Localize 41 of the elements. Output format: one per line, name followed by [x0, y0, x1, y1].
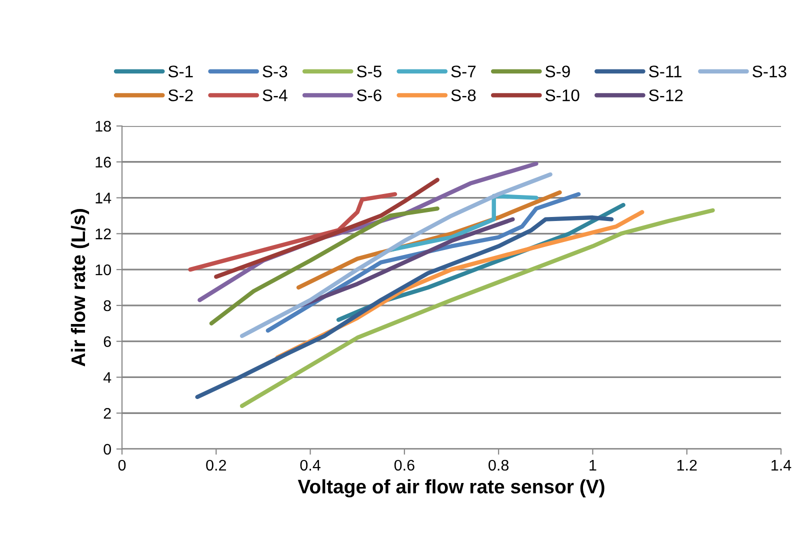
- legend-label: S-9: [545, 66, 570, 78]
- x-tick-label: 1.4: [772, 460, 792, 470]
- line-series: [240, 172, 552, 338]
- legend-label: S-12: [649, 89, 683, 102]
- x-axis-title: Voltage of air flow rate sensor (V): [298, 479, 604, 498]
- y-tick-label: 4: [103, 372, 112, 383]
- line-series: [209, 206, 440, 326]
- y-tick-label: 8: [104, 300, 111, 312]
- line-series: [188, 192, 398, 272]
- legend-label: S-7: [451, 66, 476, 78]
- legend-label: S-3: [262, 66, 288, 78]
- legend-label: S-5: [356, 66, 382, 78]
- x-tick-label: 1: [590, 460, 596, 470]
- y-tick-label: 12: [96, 228, 111, 240]
- x-tick-label: 0.4: [300, 460, 320, 471]
- legend-label: S-13: [752, 66, 786, 78]
- legend-label: S-8: [451, 89, 476, 102]
- x-tick-label: 1.2: [677, 460, 697, 470]
- y-tick-label: 14: [96, 192, 112, 204]
- legend-label: S-11: [649, 66, 682, 78]
- line-series: [388, 194, 538, 252]
- x-tick-label: 0: [118, 460, 126, 471]
- line-series: [214, 178, 440, 279]
- y-tick-label: 0: [104, 444, 111, 455]
- y-axis-title: Air flow rate (L/s): [70, 209, 90, 366]
- y-tick-label: 6: [104, 336, 111, 348]
- line-series: [240, 208, 715, 408]
- x-tick-label: 0.8: [488, 460, 509, 471]
- x-tick-label: 0.2: [206, 460, 226, 471]
- y-tick-label: 10: [96, 264, 111, 276]
- legend-label: S-2: [168, 89, 193, 102]
- line-series: [195, 215, 614, 400]
- legend-label: S-4: [262, 89, 288, 102]
- y-tick-label: 16: [96, 156, 111, 168]
- y-tick-label: 2: [104, 408, 111, 419]
- line-series: [298, 217, 515, 308]
- y-tick-label: 18: [96, 120, 111, 132]
- legend-label: S-10: [545, 89, 580, 102]
- legend-label: S-6: [356, 89, 382, 102]
- legend-label: S-1: [168, 66, 193, 78]
- x-tick-label: 0.6: [394, 460, 414, 471]
